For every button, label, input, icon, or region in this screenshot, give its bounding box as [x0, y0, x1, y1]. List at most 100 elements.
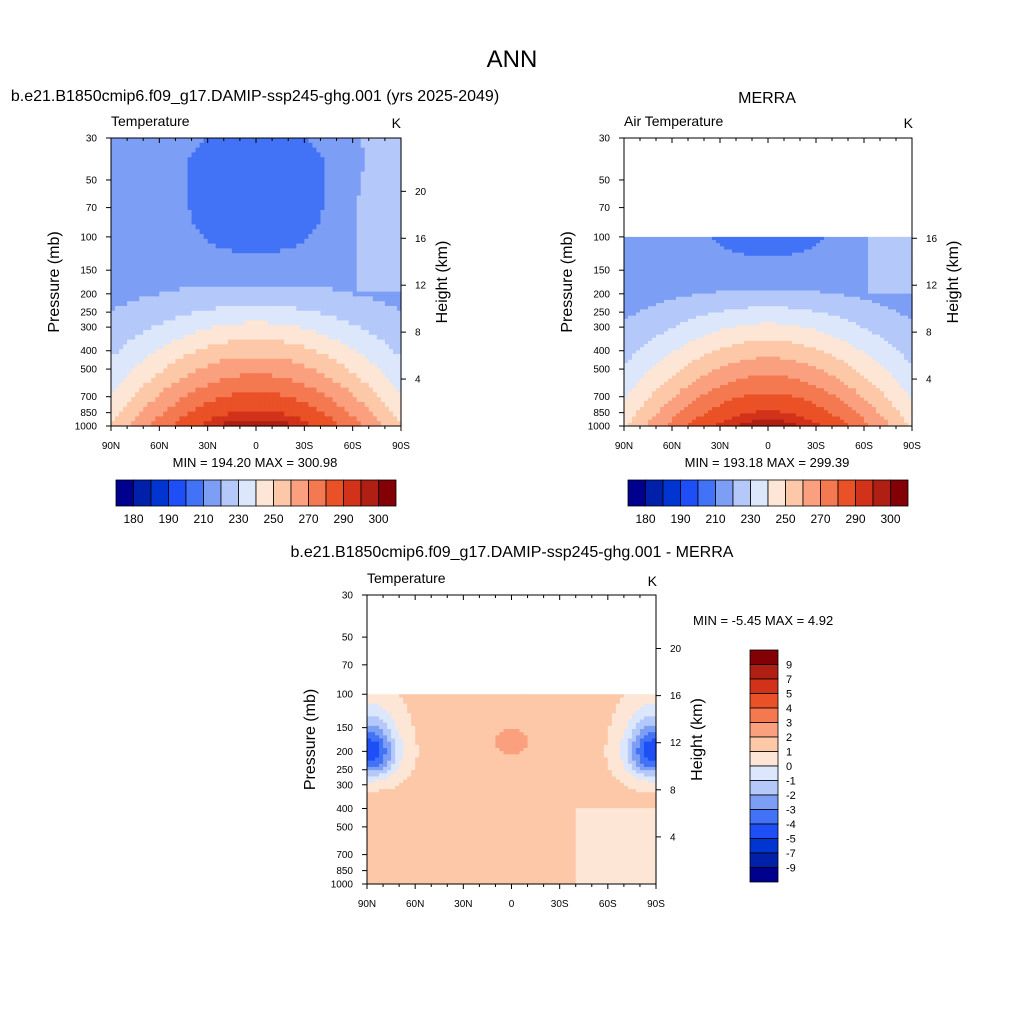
contour-cell	[223, 411, 229, 417]
contour-cell	[260, 291, 265, 297]
contour-cell	[680, 236, 685, 241]
contour-cell	[187, 334, 193, 341]
contour-cell	[167, 238, 173, 245]
contour-cell	[320, 282, 326, 288]
contour-cell	[264, 205, 269, 211]
contour-cell	[828, 252, 833, 257]
contour-cell	[344, 277, 350, 283]
contour-cell	[692, 236, 697, 241]
contour-cell	[231, 378, 237, 384]
contour-cell	[211, 358, 217, 365]
contour-cell	[191, 387, 197, 393]
contour-cell	[191, 306, 197, 312]
contour-cell	[163, 166, 168, 173]
contour-cell	[356, 416, 362, 422]
contour-cell	[288, 272, 293, 278]
contour-cell	[344, 205, 350, 211]
contour-cell	[368, 358, 374, 365]
contour-cell	[332, 147, 338, 153]
contour-cell	[312, 258, 318, 264]
contour-cell	[828, 246, 833, 251]
contour-cell	[247, 421, 253, 427]
contour-cell	[312, 229, 318, 235]
contour-cell	[388, 406, 394, 413]
contour-cell	[187, 344, 193, 350]
contour-cell	[768, 249, 773, 254]
contour-cell	[139, 363, 144, 369]
contour-cell	[336, 224, 342, 230]
contour-cell	[131, 205, 136, 211]
contour-cell	[151, 286, 156, 293]
contour-cell	[163, 272, 168, 278]
contour-cell	[848, 236, 853, 241]
contour-cell	[139, 195, 144, 201]
contour-cell	[296, 315, 301, 321]
contour-cell	[300, 339, 305, 345]
contour-cell	[167, 210, 173, 216]
contour-cell	[312, 147, 318, 153]
contour-cell	[203, 296, 209, 302]
contour-cell	[836, 236, 841, 241]
contour-cell	[816, 255, 821, 260]
contour-cell	[191, 397, 197, 403]
contour-cell	[320, 392, 326, 398]
contour-cell	[127, 354, 132, 360]
contour-cell	[163, 157, 168, 163]
contour-cell	[195, 320, 201, 326]
contour-cell	[300, 416, 305, 422]
contour-cell	[284, 195, 289, 201]
contour-cell	[159, 358, 164, 365]
contour-cell	[304, 147, 309, 153]
contour-cell	[247, 210, 253, 216]
contour-cell	[308, 147, 313, 153]
contour-cell	[199, 387, 205, 393]
contour-cell	[316, 195, 322, 201]
contour-cell	[392, 176, 398, 182]
contour-cell	[251, 238, 257, 245]
contour-cell	[320, 354, 326, 360]
contour-cell	[304, 349, 309, 355]
contour-cell	[115, 368, 120, 374]
contour-cell	[348, 147, 354, 153]
colorbar-swatch	[837, 479, 856, 507]
contour-cell	[272, 166, 277, 173]
contour-cell	[264, 219, 269, 225]
contour-cell	[163, 339, 168, 345]
contour-cell	[648, 252, 653, 257]
contour-cell	[328, 387, 334, 393]
contour-cell	[356, 382, 362, 389]
contour-cell	[215, 166, 221, 173]
contour-cell	[135, 363, 140, 369]
contour-cell	[199, 310, 205, 317]
contour-cell	[187, 368, 193, 374]
contour-cell	[296, 282, 301, 288]
contour-cell	[207, 267, 213, 273]
contour-cell	[340, 147, 346, 153]
contour-cell	[376, 296, 382, 302]
contour-cell	[239, 421, 245, 427]
contour-cell	[684, 258, 689, 263]
contour-cell	[280, 214, 285, 221]
contour-cell	[276, 291, 281, 297]
contour-cell	[135, 387, 140, 393]
contour-cell	[195, 176, 201, 182]
contour-cell	[856, 252, 861, 257]
contour-cell	[388, 162, 394, 168]
contour-cell	[139, 325, 144, 331]
contour-cell	[796, 236, 801, 241]
contour-cell	[243, 214, 249, 221]
contour-cell	[308, 205, 313, 211]
contour-cell	[235, 147, 241, 153]
contour-cell	[260, 195, 265, 201]
contour-cell	[344, 296, 350, 302]
contour-cell	[276, 162, 281, 168]
contour-cell	[696, 255, 701, 260]
contour-cell	[268, 142, 273, 149]
contour-cell	[324, 397, 330, 403]
contour-cell	[179, 219, 185, 225]
contour-cell	[115, 334, 120, 341]
contour-cell	[332, 272, 338, 278]
contour-cell	[187, 363, 193, 369]
contour-cell	[191, 325, 197, 331]
contour-cell	[207, 315, 213, 321]
